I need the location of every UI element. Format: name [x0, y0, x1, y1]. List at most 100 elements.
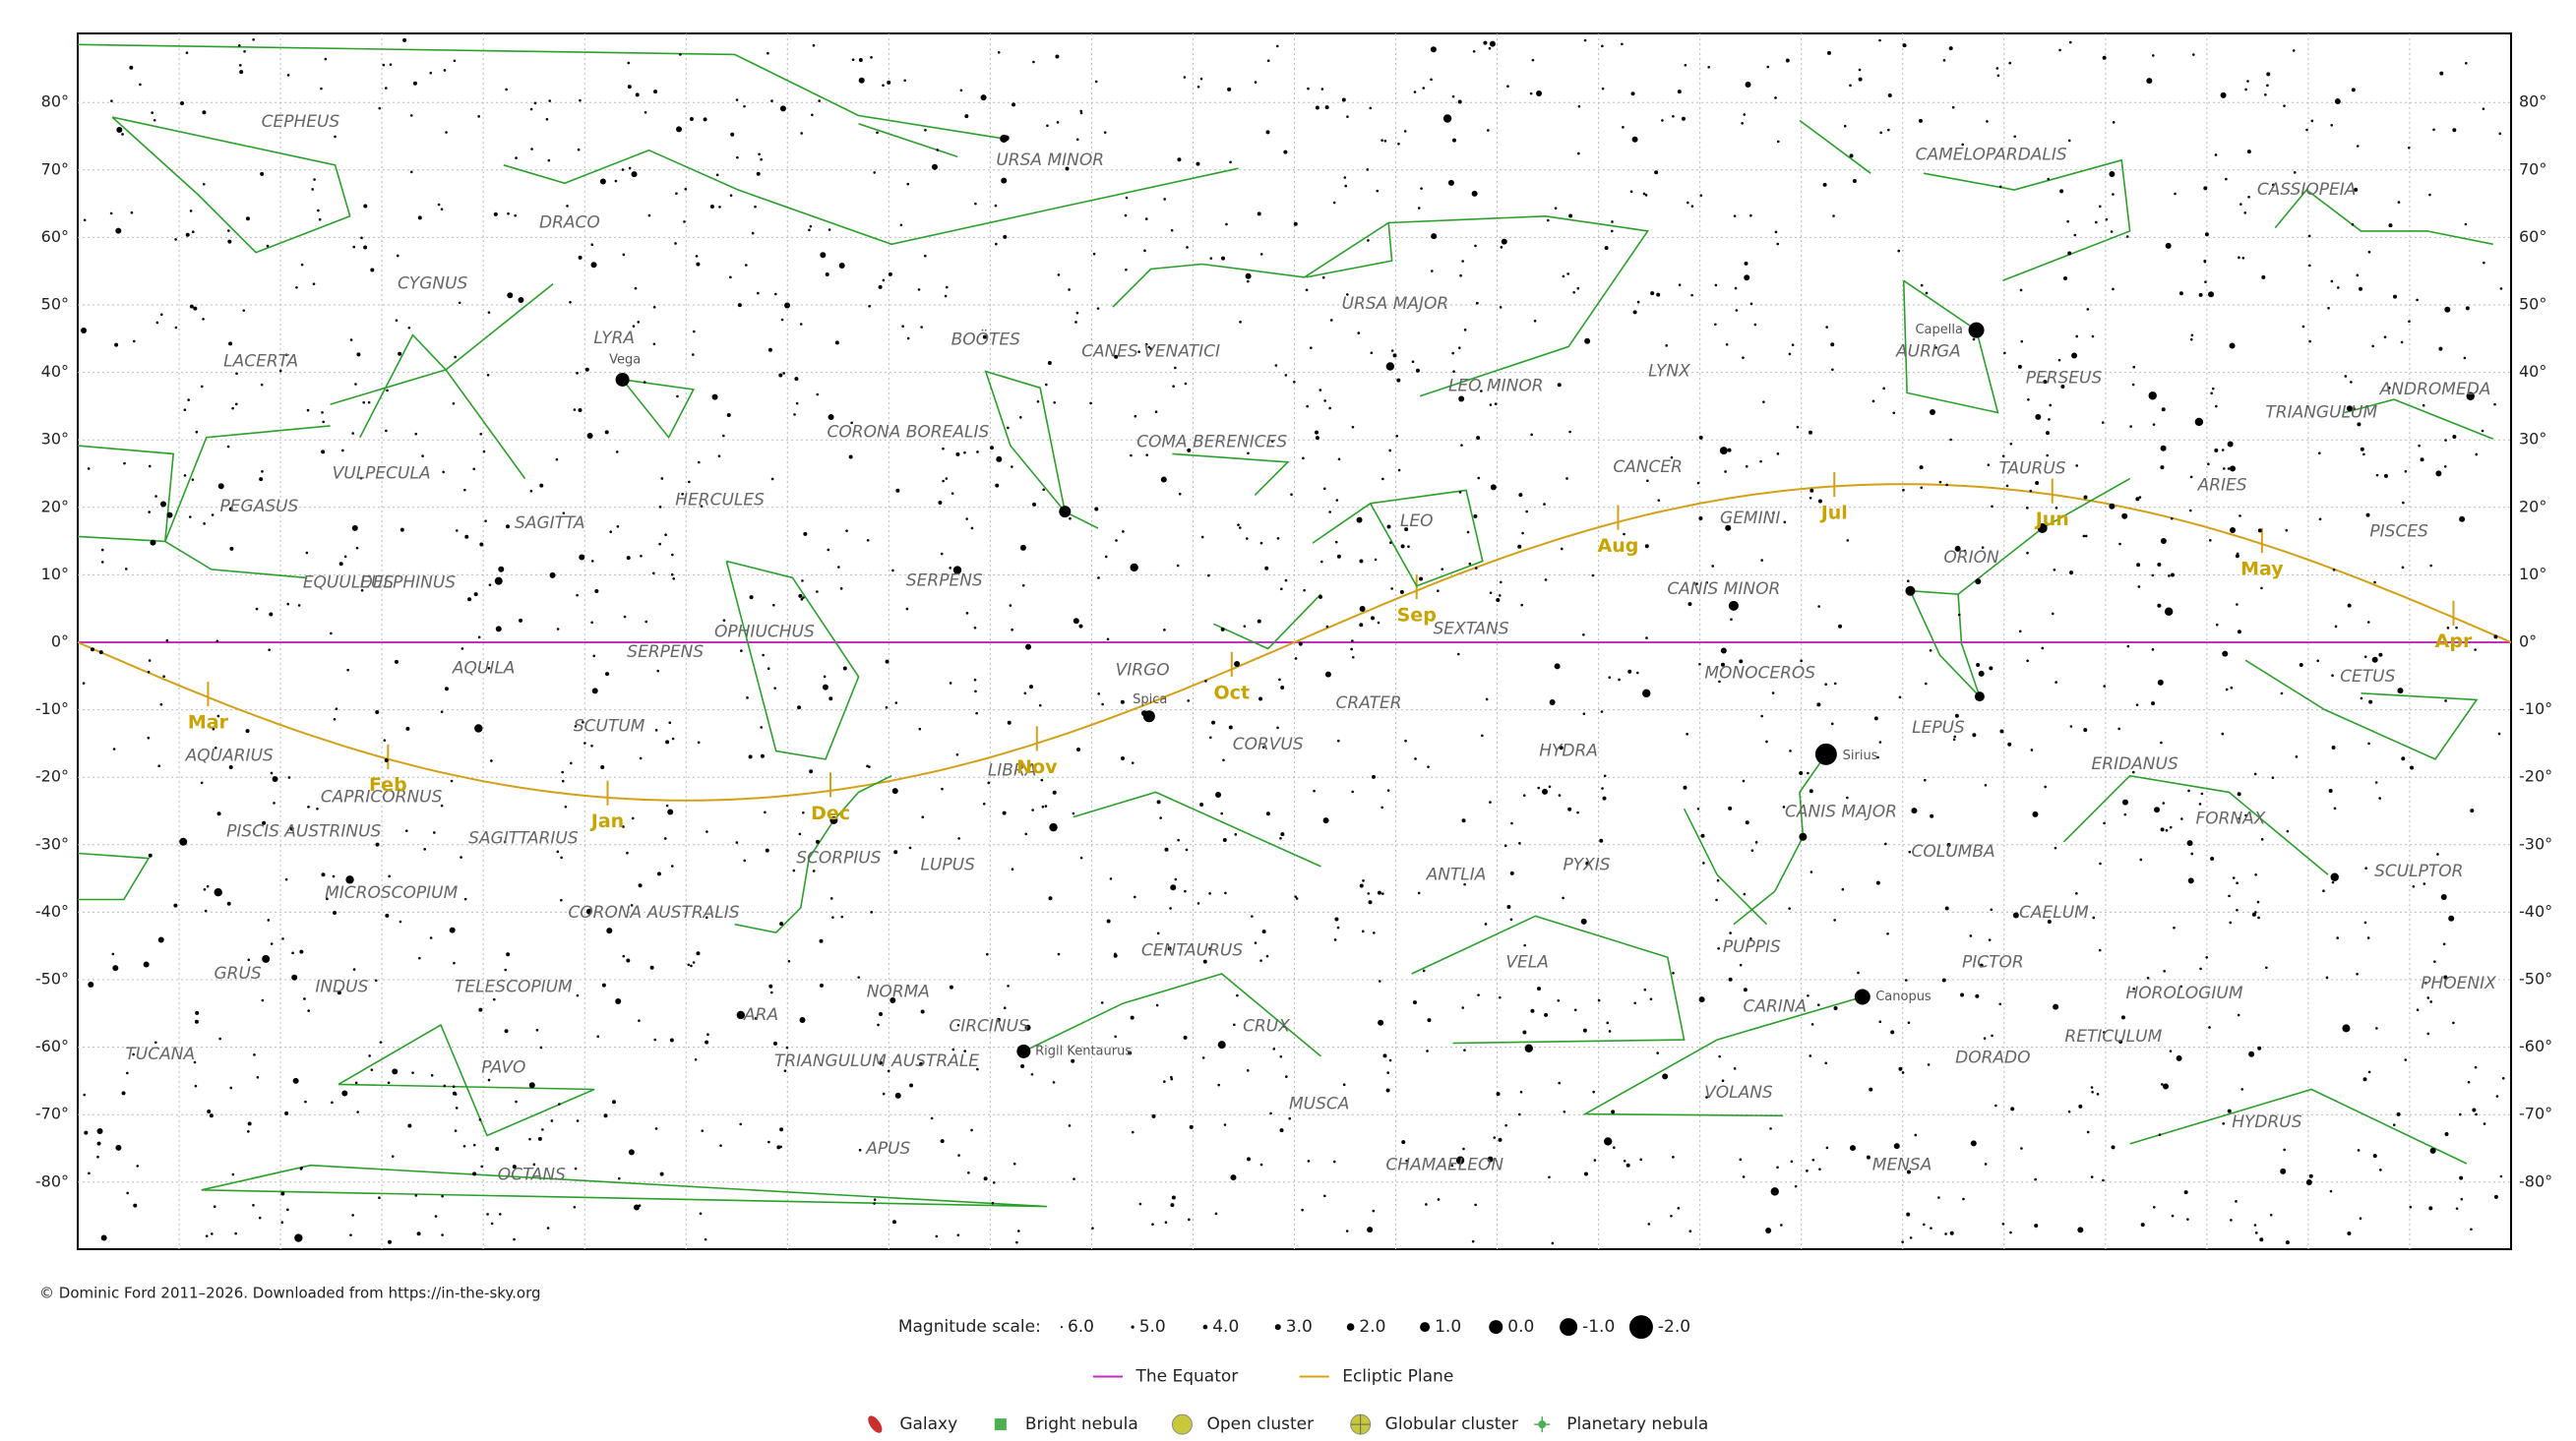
- star: [374, 979, 378, 983]
- star: [1302, 456, 1305, 460]
- star: [2397, 688, 2404, 694]
- star: [2470, 809, 2475, 813]
- star: [1227, 87, 1232, 91]
- constellation-name: MONOCEROS: [1704, 664, 1815, 684]
- constellation-line: [725, 560, 860, 760]
- star: [2090, 1175, 2094, 1178]
- star: [1336, 554, 1341, 559]
- constellation-line: [858, 123, 958, 158]
- star: [417, 215, 422, 220]
- star: [1925, 291, 1929, 295]
- star: [2238, 256, 2240, 260]
- constellation-name: CASSIOPEIA: [2257, 180, 2357, 200]
- star: [379, 1041, 383, 1044]
- star: [2099, 862, 2102, 866]
- star: [548, 99, 551, 102]
- dec-label: 10°: [2519, 565, 2546, 583]
- star: [1484, 923, 1488, 926]
- star: [1742, 356, 1745, 359]
- star: [1477, 993, 1480, 996]
- star: [1765, 1227, 1772, 1233]
- star: [1321, 275, 1325, 279]
- star: [2261, 274, 2266, 279]
- star: [1196, 902, 1200, 905]
- star: [1367, 892, 1371, 895]
- constellation-name: OCTANS: [498, 1166, 566, 1185]
- star: [2498, 132, 2502, 136]
- star: [2429, 564, 2432, 568]
- star: [665, 804, 669, 808]
- star: [1011, 868, 1014, 871]
- star: [1422, 87, 1426, 90]
- star: [391, 1155, 395, 1158]
- constellation-name: FORNAX: [2195, 809, 2265, 828]
- star: [1760, 714, 1763, 718]
- star: [1149, 347, 1152, 350]
- star: [2209, 539, 2212, 542]
- star: [2160, 827, 2165, 832]
- star: [975, 711, 978, 715]
- star: [1725, 524, 1732, 531]
- star: [1904, 979, 1908, 982]
- star: [1623, 532, 1625, 536]
- constellation-name: CHAMAELEON: [1385, 1156, 1503, 1175]
- star: [515, 156, 518, 159]
- star: [2359, 1217, 2362, 1220]
- star: [2408, 146, 2411, 150]
- star: [1654, 170, 1659, 175]
- star: [2165, 828, 2169, 832]
- star: [1167, 946, 1172, 951]
- star: [688, 480, 691, 484]
- star: [556, 628, 560, 630]
- constellation-line: [1172, 452, 1290, 496]
- star: [1807, 771, 1809, 775]
- star: [868, 765, 871, 768]
- star: [1036, 399, 1040, 403]
- star: [2328, 789, 2333, 794]
- star: [153, 118, 156, 122]
- star: [638, 1204, 642, 1207]
- star: [1415, 368, 1420, 373]
- star: [743, 859, 747, 863]
- star: [2257, 916, 2260, 920]
- star: [1984, 1163, 1988, 1166]
- star: [2225, 177, 2228, 181]
- star: [665, 740, 670, 745]
- credit: © Dominic Ford 2011–2026. Downloaded fro…: [39, 1285, 541, 1302]
- star: [1807, 993, 1809, 997]
- star: [416, 1231, 421, 1236]
- star: [1749, 213, 1752, 217]
- star: [809, 224, 813, 228]
- star: [234, 1231, 237, 1235]
- star: [1677, 90, 1682, 94]
- star: [1390, 349, 1394, 352]
- star: [749, 595, 754, 600]
- star: [487, 1078, 491, 1082]
- star: [1509, 871, 1514, 875]
- star: [974, 690, 977, 693]
- star: [1184, 889, 1187, 893]
- star: [2422, 403, 2425, 407]
- star: [1788, 907, 1791, 910]
- magnitude-dot: [1202, 1324, 1208, 1330]
- star: [1065, 166, 1070, 171]
- star: [1417, 891, 1421, 895]
- star: [173, 903, 178, 908]
- star: [654, 729, 658, 732]
- star: [1258, 696, 1263, 701]
- star: [760, 157, 763, 161]
- star: [1647, 1223, 1651, 1226]
- star: [1796, 425, 1800, 429]
- star: [2157, 562, 2162, 567]
- star: [2084, 534, 2088, 538]
- star: [1735, 309, 1739, 312]
- star: [231, 1172, 235, 1176]
- star: [1456, 652, 1460, 656]
- star: [1753, 323, 1757, 327]
- star: [1920, 486, 1924, 490]
- star: [252, 1204, 255, 1207]
- star: [590, 243, 594, 247]
- star: [160, 501, 167, 508]
- star: [1487, 1156, 1494, 1163]
- star: [1215, 792, 1222, 799]
